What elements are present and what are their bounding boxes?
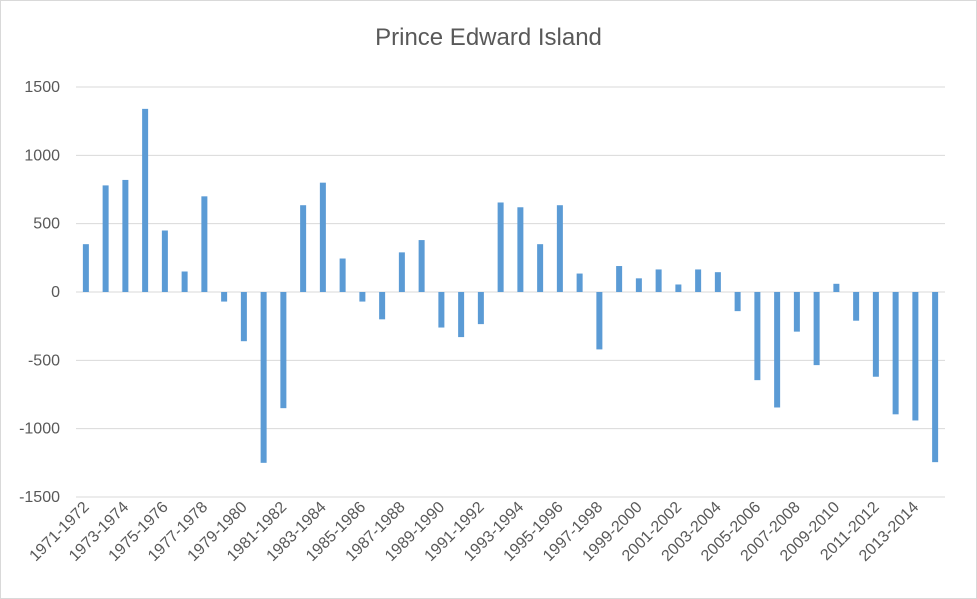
bar-2004-2005 bbox=[734, 292, 741, 312]
bar-1981-1982 bbox=[280, 292, 287, 409]
bar-2001-2002 bbox=[675, 284, 682, 292]
bar-1982-1983 bbox=[300, 205, 307, 292]
bar-1988-1989 bbox=[418, 240, 425, 292]
bar-1974-1975 bbox=[142, 108, 149, 292]
bar-1993-1994 bbox=[517, 207, 524, 292]
bar-1995-1996 bbox=[556, 205, 563, 292]
bar-1994-1995 bbox=[537, 244, 544, 292]
bar-1991-1992 bbox=[477, 292, 484, 325]
bar-2009-2010 bbox=[833, 283, 840, 292]
bar-2007-2008 bbox=[793, 292, 800, 332]
bars bbox=[82, 108, 939, 463]
bar-2010-2011 bbox=[853, 292, 860, 321]
bar-1979-1980 bbox=[240, 292, 247, 342]
y-tick-label: -1500 bbox=[19, 489, 60, 506]
y-tick-label: 0 bbox=[51, 284, 60, 301]
bar-1978-1979 bbox=[221, 292, 228, 302]
y-tick-label: 1000 bbox=[24, 147, 60, 164]
bar-2011-2012 bbox=[872, 292, 879, 377]
bar-1975-1976 bbox=[161, 230, 168, 292]
bar-1998-1999 bbox=[616, 266, 623, 292]
bar-2014-2015 bbox=[932, 292, 939, 463]
gridlines bbox=[76, 86, 945, 498]
bar-1976-1977 bbox=[181, 271, 188, 292]
bar-1973-1974 bbox=[122, 179, 129, 292]
bar-1989-1990 bbox=[438, 292, 445, 328]
x-axis-tick-labels: 1971-19721973-19741975-19761977-19781979… bbox=[27, 499, 923, 565]
bar-2006-2007 bbox=[774, 292, 781, 408]
bar-1987-1988 bbox=[398, 252, 405, 292]
bar-1980-1981 bbox=[260, 292, 267, 463]
y-tick-label: 500 bbox=[33, 216, 60, 233]
y-tick-label: -500 bbox=[28, 352, 60, 369]
bar-2000-2001 bbox=[655, 269, 662, 292]
bar-2008-2009 bbox=[813, 292, 820, 366]
y-tick-label: -1000 bbox=[19, 421, 60, 438]
y-tick-label: 1500 bbox=[24, 79, 60, 96]
bar-1992-1993 bbox=[497, 202, 504, 292]
bar-1997-1998 bbox=[596, 292, 603, 350]
bar-1986-1987 bbox=[379, 292, 386, 320]
bar-1971-1972 bbox=[82, 244, 89, 292]
bar-1996-1997 bbox=[576, 273, 583, 292]
bar-2005-2006 bbox=[754, 292, 761, 381]
bar-2013-2014 bbox=[912, 292, 919, 421]
bar-2003-2004 bbox=[714, 272, 721, 292]
bar-2012-2013 bbox=[892, 292, 899, 415]
bar-1972-1973 bbox=[102, 185, 109, 292]
chart-title: Prince Edward Island bbox=[375, 24, 602, 51]
bar-1977-1978 bbox=[201, 196, 208, 292]
y-axis-tick-labels: 1500 1000 500 0 -500 -1000 -1500 bbox=[19, 79, 60, 506]
bar-2002-2003 bbox=[695, 269, 702, 292]
bar-1984-1985 bbox=[339, 258, 346, 292]
bar-1999-2000 bbox=[635, 278, 642, 292]
bar-1983-1984 bbox=[319, 182, 326, 292]
bar-1990-1991 bbox=[458, 292, 465, 338]
bar-1985-1986 bbox=[359, 292, 366, 302]
